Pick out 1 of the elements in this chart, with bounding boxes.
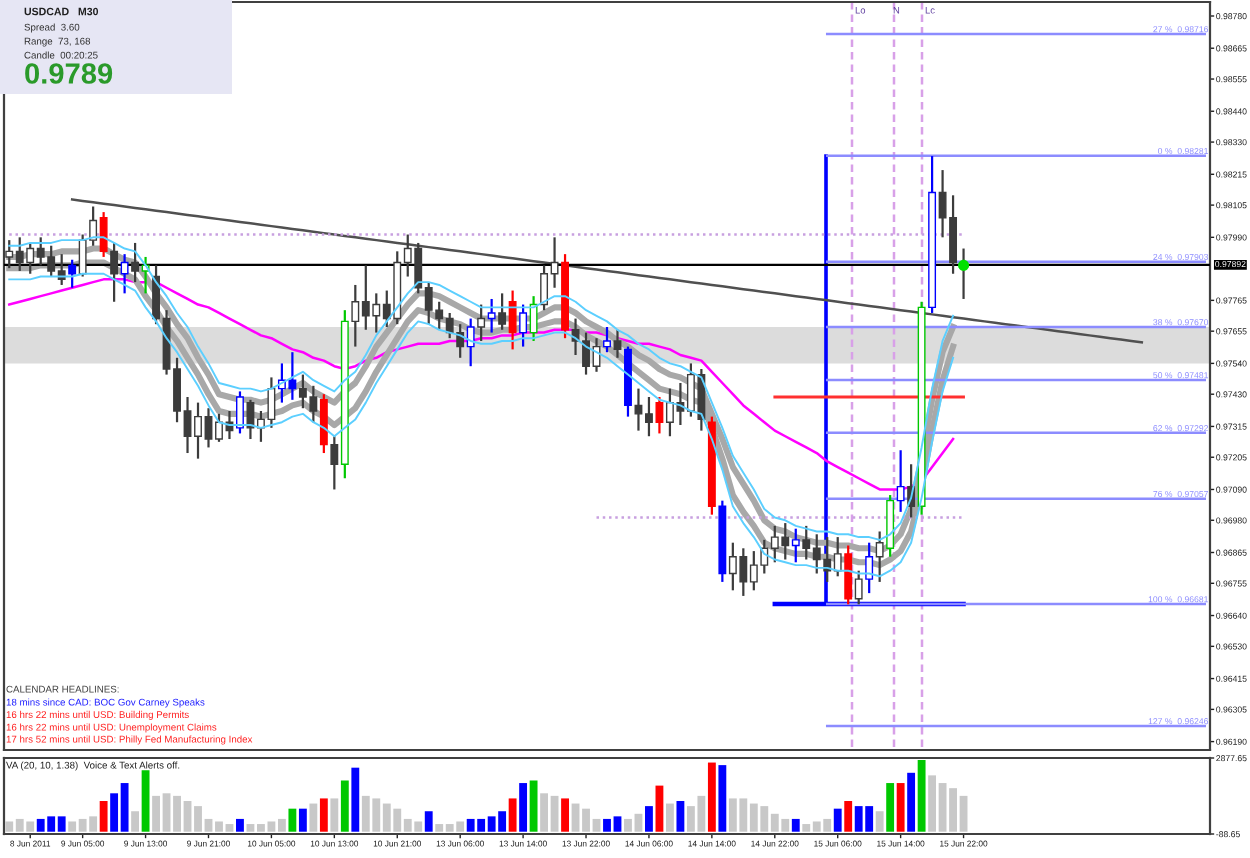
annotation: 0.9789 [25, 63, 113, 84]
